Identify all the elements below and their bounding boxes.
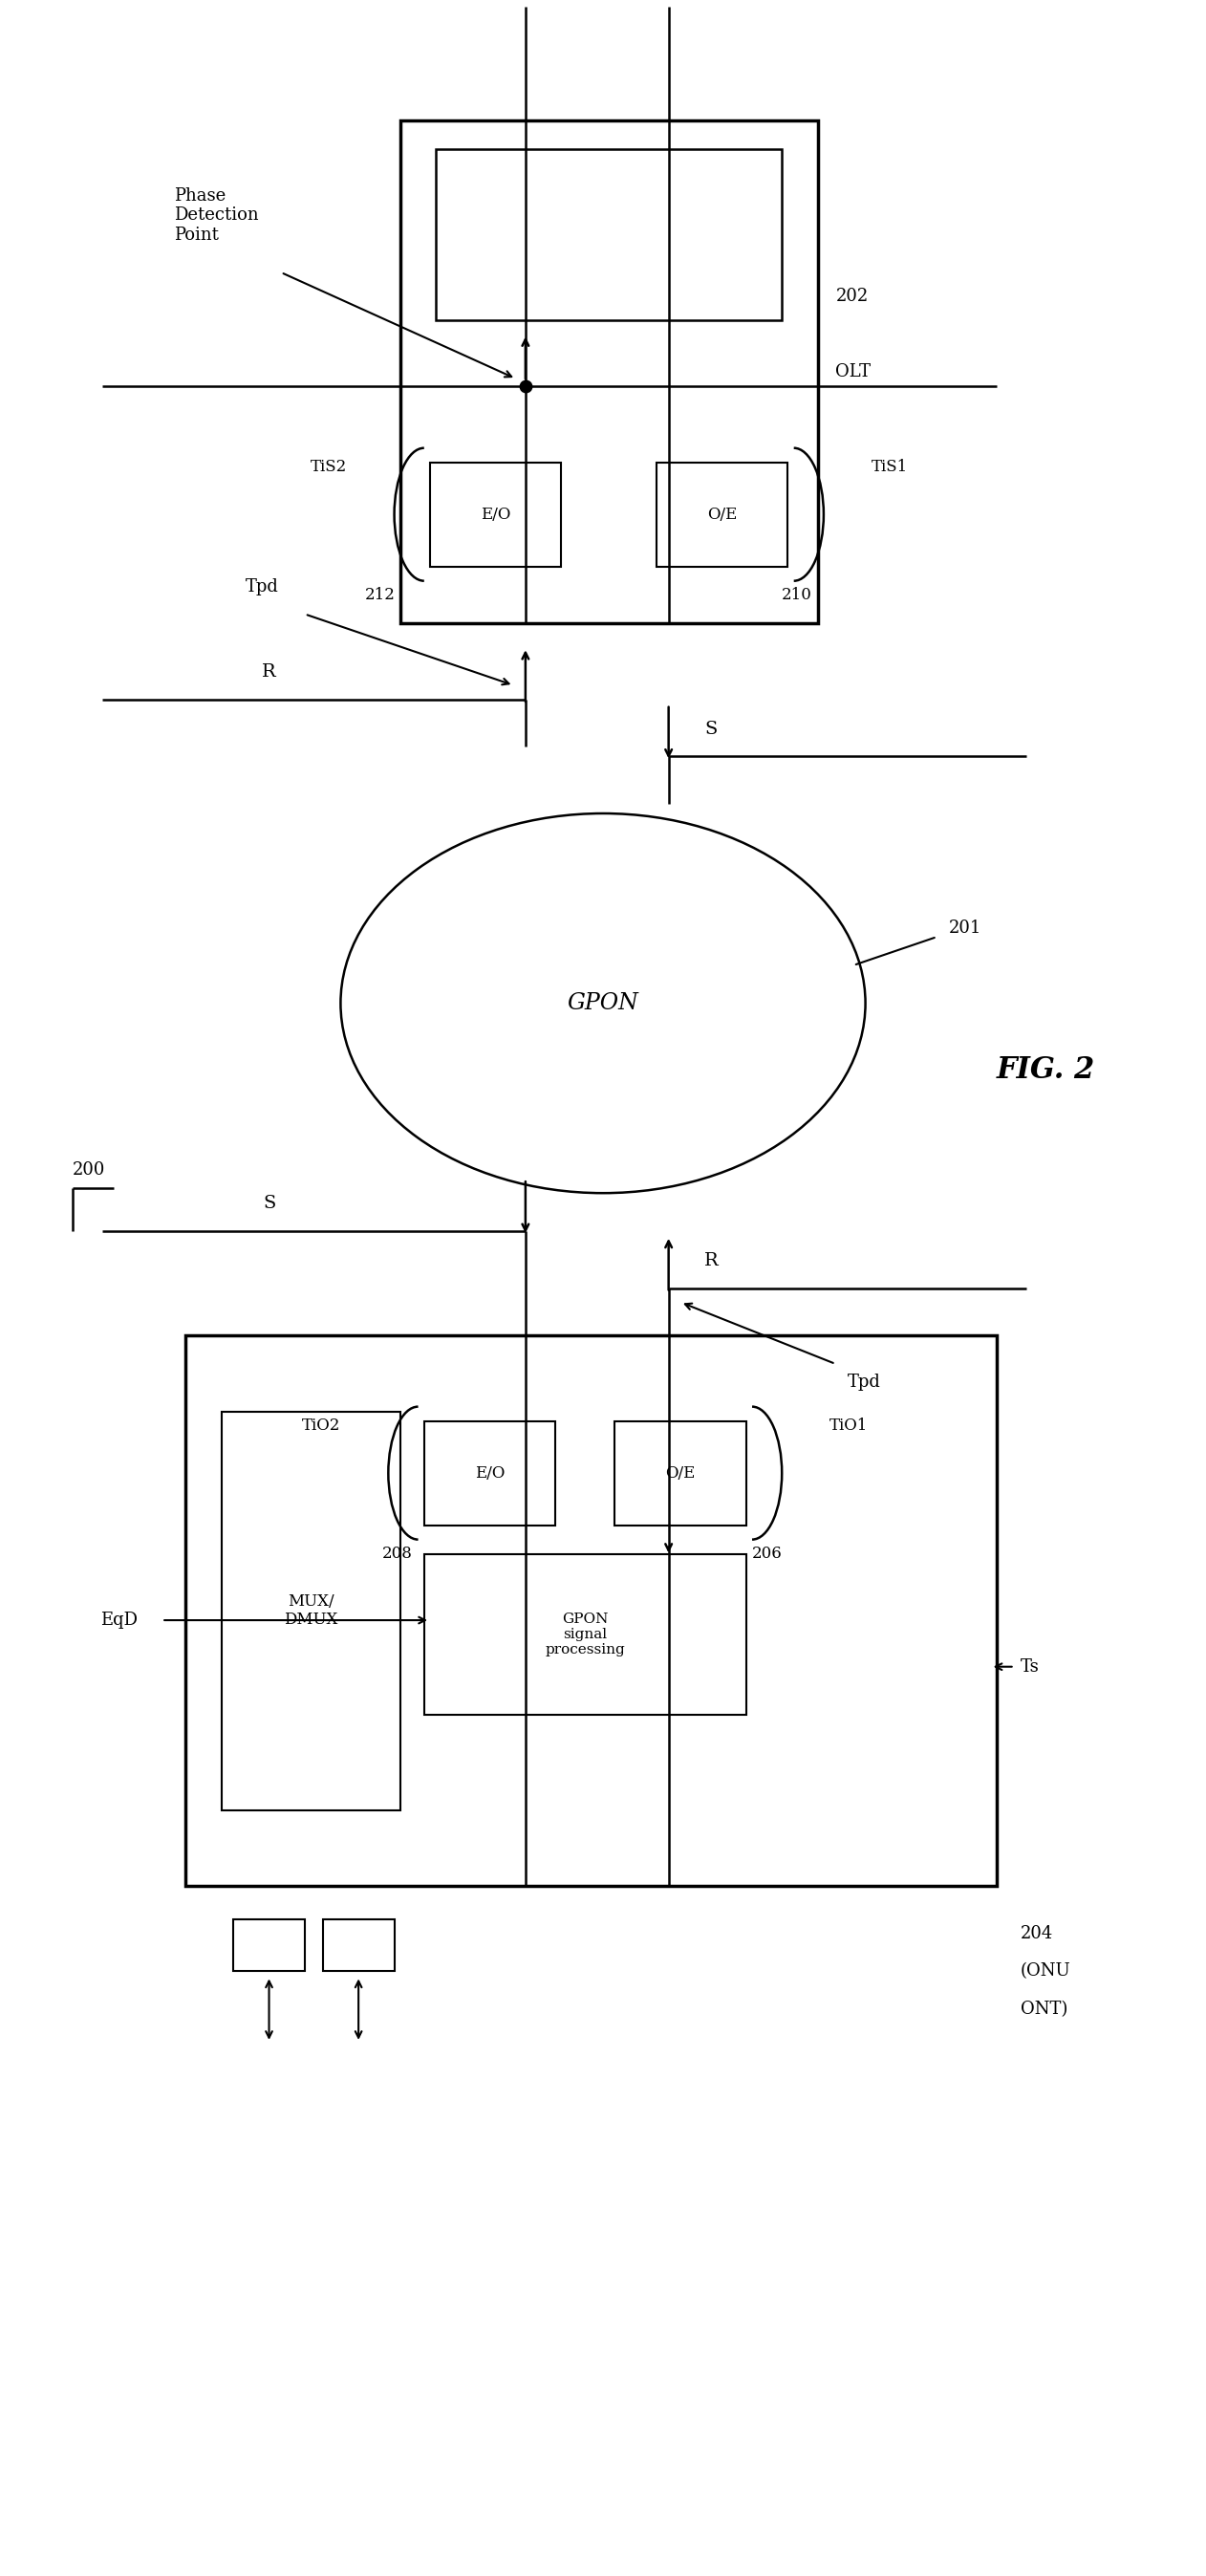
Bar bbox=[425, 1422, 555, 1525]
Text: TiO2: TiO2 bbox=[302, 1417, 340, 1435]
Text: E/O: E/O bbox=[475, 1466, 504, 1481]
Bar bbox=[615, 1422, 747, 1525]
Text: Tpd: Tpd bbox=[245, 577, 279, 595]
Text: O/E: O/E bbox=[707, 507, 737, 523]
Text: Phase
Detection
Point: Phase Detection Point bbox=[174, 188, 258, 245]
Text: EqD: EqD bbox=[100, 1613, 137, 1628]
Bar bbox=[431, 461, 561, 567]
Text: Ts: Ts bbox=[1020, 1659, 1040, 1674]
Text: S: S bbox=[263, 1195, 275, 1213]
Bar bbox=[437, 149, 781, 319]
Bar bbox=[222, 1412, 400, 1811]
Ellipse shape bbox=[340, 814, 866, 1193]
Text: (ONU: (ONU bbox=[1020, 1963, 1071, 1981]
Text: R: R bbox=[262, 665, 276, 680]
Text: FIG. 2: FIG. 2 bbox=[996, 1056, 1095, 1084]
Text: 206: 206 bbox=[753, 1546, 783, 1561]
Bar bbox=[323, 1919, 394, 1971]
Text: GPON: GPON bbox=[567, 992, 639, 1015]
Text: R: R bbox=[704, 1252, 719, 1270]
Bar bbox=[425, 1553, 747, 1716]
Text: 202: 202 bbox=[836, 289, 868, 304]
Bar bbox=[657, 461, 788, 567]
Text: S: S bbox=[704, 721, 718, 737]
Text: ONT): ONT) bbox=[1020, 2002, 1067, 2017]
Text: TiO1: TiO1 bbox=[830, 1417, 868, 1435]
Text: TiS2: TiS2 bbox=[310, 459, 346, 474]
Text: 212: 212 bbox=[364, 587, 394, 603]
Text: Tpd: Tpd bbox=[848, 1373, 880, 1391]
Bar bbox=[186, 1334, 996, 1886]
Text: 201: 201 bbox=[949, 920, 982, 938]
Text: TiS1: TiS1 bbox=[872, 459, 908, 474]
Text: O/E: O/E bbox=[666, 1466, 696, 1481]
Bar bbox=[400, 121, 818, 623]
Bar bbox=[233, 1919, 305, 1971]
Text: E/O: E/O bbox=[481, 507, 510, 523]
Text: 208: 208 bbox=[382, 1546, 412, 1561]
Text: 204: 204 bbox=[1020, 1924, 1053, 1942]
Text: 210: 210 bbox=[781, 587, 813, 603]
Text: MUX/
DMUX: MUX/ DMUX bbox=[283, 1592, 338, 1628]
Text: GPON
signal
processing: GPON signal processing bbox=[545, 1613, 625, 1656]
Text: 200: 200 bbox=[72, 1162, 105, 1180]
Text: OLT: OLT bbox=[836, 363, 871, 381]
